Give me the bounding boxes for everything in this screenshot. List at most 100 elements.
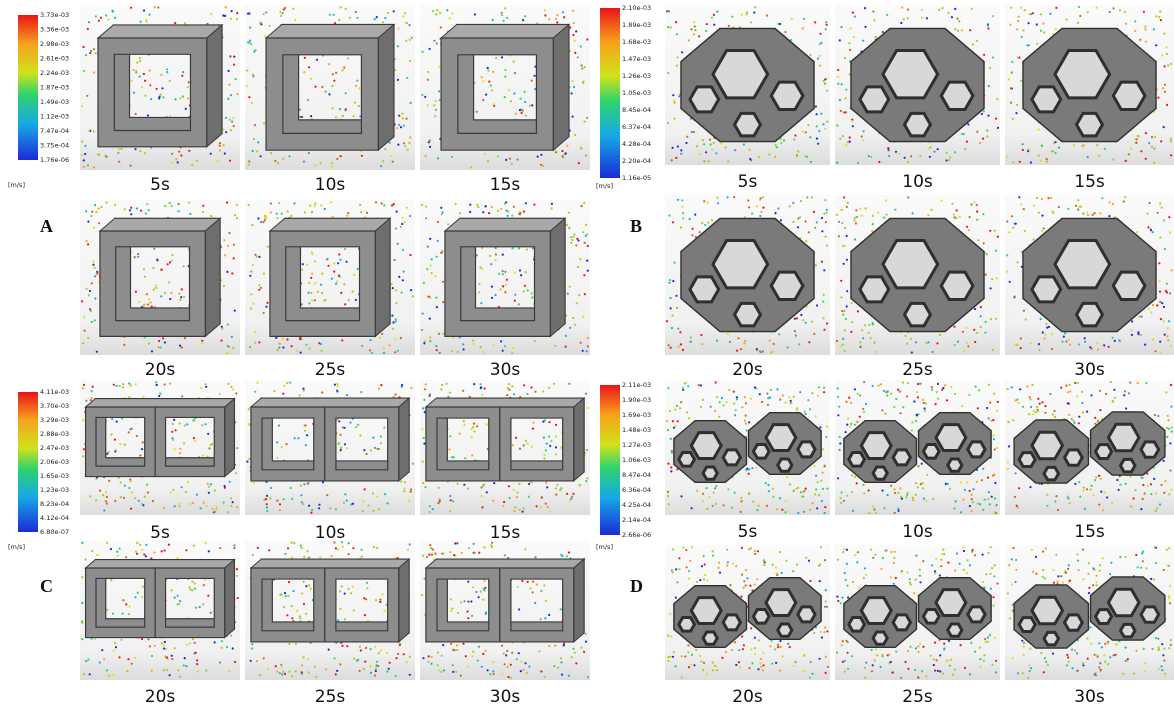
particle (246, 461, 248, 463)
particle (800, 314, 802, 316)
particle (429, 296, 431, 298)
particle (759, 350, 761, 352)
particle (422, 51, 424, 53)
particle (836, 162, 838, 164)
particle (586, 477, 588, 479)
particle (495, 259, 497, 261)
particle (1128, 153, 1130, 155)
particle (743, 143, 745, 145)
particle (357, 424, 359, 426)
particle (482, 80, 484, 82)
particle (1108, 215, 1110, 217)
particle (1079, 15, 1081, 17)
particle (169, 202, 171, 204)
particle (513, 510, 515, 512)
particle (358, 87, 360, 89)
particle (511, 163, 513, 165)
particle (155, 284, 157, 286)
particle (205, 386, 207, 388)
particle (531, 292, 533, 294)
particle (487, 669, 489, 671)
particle (457, 351, 459, 353)
particle (438, 90, 440, 92)
particle (572, 493, 574, 495)
particle (574, 52, 576, 54)
particle (480, 495, 482, 497)
particle (455, 203, 457, 205)
particle (1046, 160, 1048, 162)
particle (134, 256, 136, 258)
particle (141, 448, 143, 450)
particle (460, 675, 462, 677)
particle (980, 326, 982, 328)
particle (114, 204, 116, 206)
particle (391, 315, 393, 317)
particle (682, 217, 684, 219)
particle (528, 496, 530, 498)
particle (823, 213, 825, 215)
particle (208, 492, 210, 494)
particle (919, 155, 921, 157)
particle (472, 339, 474, 341)
particle (817, 58, 819, 60)
particle (366, 453, 368, 455)
particle (105, 500, 107, 502)
particle (501, 14, 503, 16)
particle (907, 17, 909, 19)
particle (587, 270, 589, 272)
particle (823, 391, 825, 393)
particle (144, 80, 146, 82)
particle (1006, 220, 1008, 222)
particle (716, 11, 718, 13)
particle (231, 10, 233, 12)
particle (435, 297, 437, 299)
particle (175, 429, 177, 431)
particle (1171, 269, 1173, 271)
particle (463, 484, 465, 486)
particle (350, 592, 352, 594)
particle (854, 238, 856, 240)
particle (110, 434, 112, 436)
particle (571, 239, 573, 241)
particle (491, 286, 493, 288)
particle (709, 496, 711, 498)
particle (585, 641, 587, 643)
particle (283, 8, 285, 10)
particle (411, 37, 413, 39)
particle (957, 341, 959, 343)
particle (276, 213, 278, 215)
particle (194, 588, 196, 590)
particle (716, 340, 718, 342)
particle (91, 390, 93, 392)
particle (516, 496, 518, 498)
particle (192, 502, 194, 504)
particle (519, 269, 521, 271)
particle (403, 490, 405, 492)
particle (137, 592, 139, 594)
particle (798, 343, 800, 345)
particle (584, 242, 586, 244)
particle (129, 428, 131, 430)
particle (395, 302, 397, 304)
particle (338, 253, 340, 255)
particle (502, 350, 504, 352)
particle (862, 139, 864, 141)
particle (1016, 104, 1018, 106)
particle (980, 315, 982, 317)
particle (141, 549, 143, 551)
particle (81, 620, 83, 622)
particle (451, 608, 453, 610)
particle (534, 602, 536, 604)
particle (201, 424, 203, 426)
particle (207, 595, 209, 597)
particle (1058, 206, 1060, 208)
particle (1136, 138, 1138, 140)
particle (251, 647, 253, 649)
particle (744, 340, 746, 342)
particle (1159, 280, 1161, 282)
particle (666, 320, 668, 322)
particle (769, 340, 771, 342)
particle (783, 139, 785, 141)
particle (1043, 338, 1045, 340)
particle (439, 12, 441, 14)
